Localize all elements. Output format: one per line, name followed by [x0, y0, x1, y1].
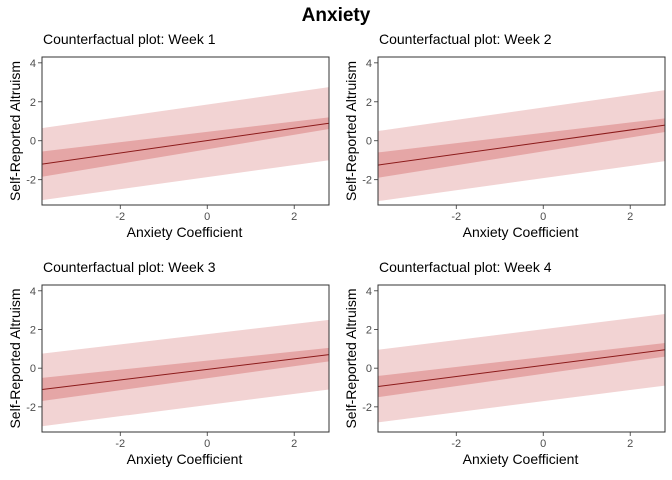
y-tick-label: -2 [362, 402, 372, 414]
y-tick-label: 0 [30, 136, 36, 148]
x-tick-label: 0 [204, 438, 210, 450]
credible-interval-band [42, 347, 329, 402]
y-tick-label: 4 [30, 58, 36, 70]
x-axis-title: Anxiety Coefficient [463, 451, 579, 467]
credible-interval-band [378, 343, 665, 398]
y-tick-label: 0 [366, 136, 372, 148]
panel-frame [377, 284, 666, 433]
panel-week-3: -2 0 2 -2 0 2 4 Counterfactual plot: Week 3 Anxi… [7, 259, 330, 467]
plot-area [42, 319, 329, 427]
credible-interval-band [42, 117, 329, 177]
x-tick-label: 0 [540, 438, 546, 450]
panel-week-2: -2 0 2 -2 0 2 4 Counterfactual plot: Week 2 Anxi… [343, 31, 666, 240]
y-axis-title: Self-Reported Altruism [343, 288, 359, 428]
y-tick-label: 2 [30, 324, 36, 336]
x-tick-label: 2 [627, 211, 633, 223]
y-tick-label: 2 [30, 97, 36, 109]
y-tick-label: 2 [366, 324, 372, 336]
plot-area [42, 87, 329, 201]
panels-group: -2 0 2 -2 0 2 4 Counterfactual plot: Week 1 Anxi… [7, 31, 666, 467]
x-tick-label: 0 [204, 211, 210, 223]
y-axis-title: Self-Reported Altruism [343, 61, 359, 201]
y-tick-label: 2 [366, 97, 372, 109]
y-tick-label: 4 [366, 286, 372, 298]
panel-title: Counterfactual plot: Week 4 [379, 259, 552, 275]
x-tick-label: 2 [291, 438, 297, 450]
mean-line [378, 124, 665, 166]
x-tick-label: 0 [540, 211, 546, 223]
panel-title: Counterfactual plot: Week 1 [43, 31, 216, 47]
x-tick-label: 2 [627, 438, 633, 450]
credible-interval-band [378, 118, 665, 178]
x-tick-label: -2 [115, 211, 125, 223]
x-tick-label: -2 [115, 438, 125, 450]
y-tick-label: 0 [366, 363, 372, 375]
x-axis-title: Anxiety Coefficient [127, 224, 243, 240]
plot-area [378, 314, 665, 423]
mean-line [42, 122, 329, 165]
x-tick-label: 2 [291, 211, 297, 223]
y-axis-title: Self-Reported Altruism [7, 61, 23, 201]
panel-title: Counterfactual plot: Week 3 [43, 259, 216, 275]
y-tick-label: -2 [26, 402, 36, 414]
y-tick-label: -2 [26, 175, 36, 187]
panel-week-4: -2 0 2 -2 0 2 4 Counterfactual plot: Week 4 Anxi… [343, 259, 666, 467]
mean-line [378, 349, 665, 388]
y-tick-label: 4 [366, 58, 372, 70]
panel-frame [41, 56, 330, 206]
x-tick-label: -2 [451, 211, 461, 223]
figure-title: Anxiety [302, 5, 371, 26]
x-axis-title: Anxiety Coefficient [463, 224, 579, 240]
x-axis-title: Anxiety Coefficient [127, 451, 243, 467]
x-tick-label: -2 [451, 438, 461, 450]
mean-line [42, 354, 329, 390]
panel-week-1: -2 0 2 -2 0 2 4 Counterfactual plot: Week 1 Anxi… [7, 31, 330, 240]
y-tick-label: 4 [30, 286, 36, 298]
panel-frame [377, 56, 666, 206]
panel-title: Counterfactual plot: Week 2 [379, 31, 552, 47]
y-axis-title: Self-Reported Altruism [7, 288, 23, 428]
y-tick-label: 0 [30, 363, 36, 375]
plot-area [378, 90, 665, 202]
panel-frame [41, 284, 330, 433]
y-tick-label: -2 [362, 175, 372, 187]
